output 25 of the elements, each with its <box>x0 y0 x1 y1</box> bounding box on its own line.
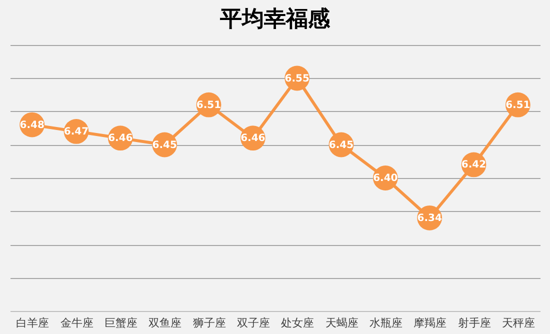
data-label: 6.46 <box>108 133 133 144</box>
x-tick-label: 摩羯座 <box>414 316 447 330</box>
data-label: 6.48 <box>20 120 44 131</box>
x-tick-label: 处女座 <box>281 316 314 330</box>
x-tick-label: 双子座 <box>236 316 270 330</box>
x-tick-label: 射手座 <box>458 316 491 330</box>
data-label: 6.34 <box>417 212 442 224</box>
x-tick-label: 巨蟹座 <box>104 316 138 330</box>
data-label: 6.55 <box>284 73 310 84</box>
x-tick-label: 金牛座 <box>60 316 94 330</box>
data-label: 6.51 <box>196 100 222 111</box>
data-label: 6.47 <box>64 126 89 138</box>
data-label: 6.42 <box>461 160 486 171</box>
x-tick-label: 天秤座 <box>502 316 535 330</box>
data-label: 6.46 <box>240 133 266 144</box>
data-label: 6.40 <box>373 173 398 184</box>
data-label: 6.45 <box>152 140 177 151</box>
data-label: 6.51 <box>506 100 530 111</box>
x-tick-label: 水瓶座 <box>369 316 402 330</box>
x-tick-label: 白羊座 <box>16 316 50 330</box>
x-tick-label: 狮子座 <box>192 316 226 330</box>
chart-title: 平均幸福感 <box>219 7 331 32</box>
data-label: 6.45 <box>328 140 354 151</box>
x-tick-label: 天蝎座 <box>325 316 358 330</box>
x-tick-label: 双鱼座 <box>148 316 182 330</box>
